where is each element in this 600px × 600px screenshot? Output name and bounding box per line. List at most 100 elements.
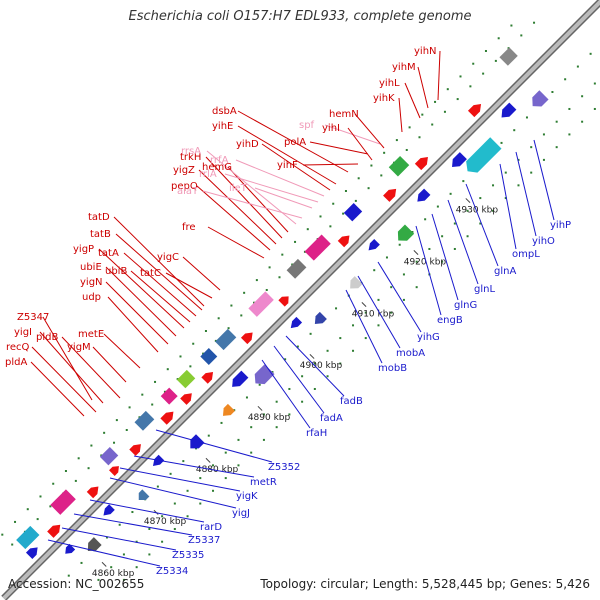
gene-label-polA[interactable]: polA [284,137,306,148]
gene-label-yihI[interactable]: yihI [322,123,340,134]
gene-label-hemN[interactable]: hemN [329,109,359,120]
gene-label-tatA[interactable]: tatA [98,248,119,259]
reverse-cds[interactable] [462,137,502,177]
gene-label-yihL[interactable]: yihL [379,78,400,89]
reverse-cds[interactable] [219,403,235,420]
gene-label-pepQ[interactable]: pepQ [171,181,198,192]
gene-label-engB[interactable]: engB [437,315,463,326]
reverse-cds[interactable] [288,316,303,331]
forward-feature[interactable] [215,328,237,351]
forward-cds[interactable] [201,369,216,384]
gene-label-yigI[interactable]: yigI [14,327,32,338]
gene-label-Z5335[interactable]: Z5335 [172,550,204,561]
forward-feature[interactable] [134,410,155,431]
gene-label-rrlA[interactable]: rrlA [199,169,217,180]
gene-label-fre[interactable]: fre [182,222,196,233]
gene-label-yihM[interactable]: yihM [392,62,416,73]
reverse-cds[interactable] [498,102,517,121]
gene-label-ubiE[interactable]: ubiE [80,262,102,273]
gene-label-yihD[interactable]: yihD [236,139,259,150]
reverse-cds[interactable] [311,311,327,328]
gene-label-yigN[interactable]: yigN [80,277,103,288]
gene-label-yigZ[interactable]: yigZ [173,165,195,176]
gene-label-rrsA[interactable]: rrsA [181,146,201,157]
gene-label-glnA[interactable]: glnA [494,266,516,277]
forward-cds[interactable] [278,293,291,307]
gene-label-spf[interactable]: spf [299,120,315,131]
forward-feature[interactable] [343,203,363,222]
gene-label-ompL[interactable]: ompL [512,249,540,260]
reverse-cds[interactable] [150,454,165,469]
gene-label-Z5337[interactable]: Z5337 [188,535,220,546]
forward-feature[interactable] [176,369,196,389]
gene-label-Z5347[interactable]: Z5347 [17,312,49,323]
forward-cds[interactable] [109,463,122,476]
forward-cds[interactable] [47,522,63,538]
gene-label-yihG[interactable]: yihG [417,332,440,343]
forward-feature[interactable] [248,291,274,317]
reverse-cds[interactable] [414,188,431,205]
forward-cds[interactable] [383,186,399,202]
gene-label-yihE[interactable]: yihE [212,121,233,132]
gene-label-trkH[interactable]: trkH [180,152,201,163]
gene-label-tatC[interactable]: tatC [140,268,161,279]
forward-feature[interactable] [304,234,331,261]
gene-label-metE[interactable]: metE [78,329,104,340]
reverse-cds[interactable] [84,537,102,555]
gene-label-yigP[interactable]: yigP [73,244,94,255]
gene-label-dsbA[interactable]: dsbA [212,106,237,117]
forward-cds[interactable] [467,101,484,118]
gene-label-rfaH[interactable]: rfaH [306,428,327,439]
gene-label-glnG[interactable]: glnG [454,300,477,311]
reverse-cds[interactable] [394,224,415,246]
gene-label-Z5352[interactable]: Z5352 [268,462,300,473]
gene-label-fadB[interactable]: fadB [340,396,363,407]
gene-label-Z5334[interactable]: Z5334 [156,566,188,577]
gene-label-yigK[interactable]: yigK [236,491,258,502]
forward-feature[interactable] [286,258,307,279]
reverse-cds[interactable] [366,239,380,253]
gene-label-yigC[interactable]: yigC [157,252,179,263]
forward-feature[interactable] [388,155,410,177]
reverse-cds[interactable] [528,90,549,111]
gene-label-yihK[interactable]: yihK [373,93,395,104]
reverse-cds[interactable] [250,364,275,388]
gene-label-glnL[interactable]: glnL [474,284,495,295]
gene-label-ubiB[interactable]: ubiB [105,266,127,277]
reverse-cds[interactable] [346,276,363,292]
forward-cds[interactable] [160,408,176,425]
reverse-cds[interactable] [186,434,205,452]
gene-label-udp[interactable]: udp [82,292,101,303]
gene-label-metR[interactable]: metR [250,477,277,488]
gene-label-fadA[interactable]: fadA [320,413,343,424]
forward-cds[interactable] [414,154,431,171]
gene-label-alaT[interactable]: alaT [177,186,199,197]
forward-feature[interactable] [200,348,218,365]
gene-label-yihF[interactable]: yihF [277,160,298,171]
gene-label-yihO[interactable]: yihO [532,236,555,247]
forward-cds[interactable] [180,390,195,405]
gene-label-rarD[interactable]: rarD [200,522,222,533]
gene-label-yigM[interactable]: yigM [67,342,91,353]
forward-cds[interactable] [129,441,144,456]
reverse-cds[interactable] [101,504,115,518]
gene-label-tatD[interactable]: tatD [88,212,110,223]
forward-feature[interactable] [160,387,178,405]
reverse-cds[interactable] [62,543,76,557]
forward-feature[interactable] [499,47,518,66]
gene-label-yigJ[interactable]: yigJ [232,508,250,519]
reverse-cds[interactable] [229,370,249,391]
gene-label-mobB[interactable]: mobB [378,363,407,374]
gene-label-tatB[interactable]: tatB [90,229,111,240]
gene-label-rrfA[interactable]: rrfA [210,155,229,166]
gene-label-ileT[interactable]: ileT [229,183,248,194]
forward-feature[interactable] [99,447,119,466]
gene-label-hemG[interactable]: hemG [202,162,232,173]
forward-cds[interactable] [86,483,102,499]
forward-cds[interactable] [337,232,353,248]
forward-feature[interactable] [16,525,40,550]
gene-label-mobA[interactable]: mobA [396,348,425,359]
gene-label-pldB[interactable]: pldB [36,332,58,343]
reverse-cds[interactable] [135,489,150,503]
